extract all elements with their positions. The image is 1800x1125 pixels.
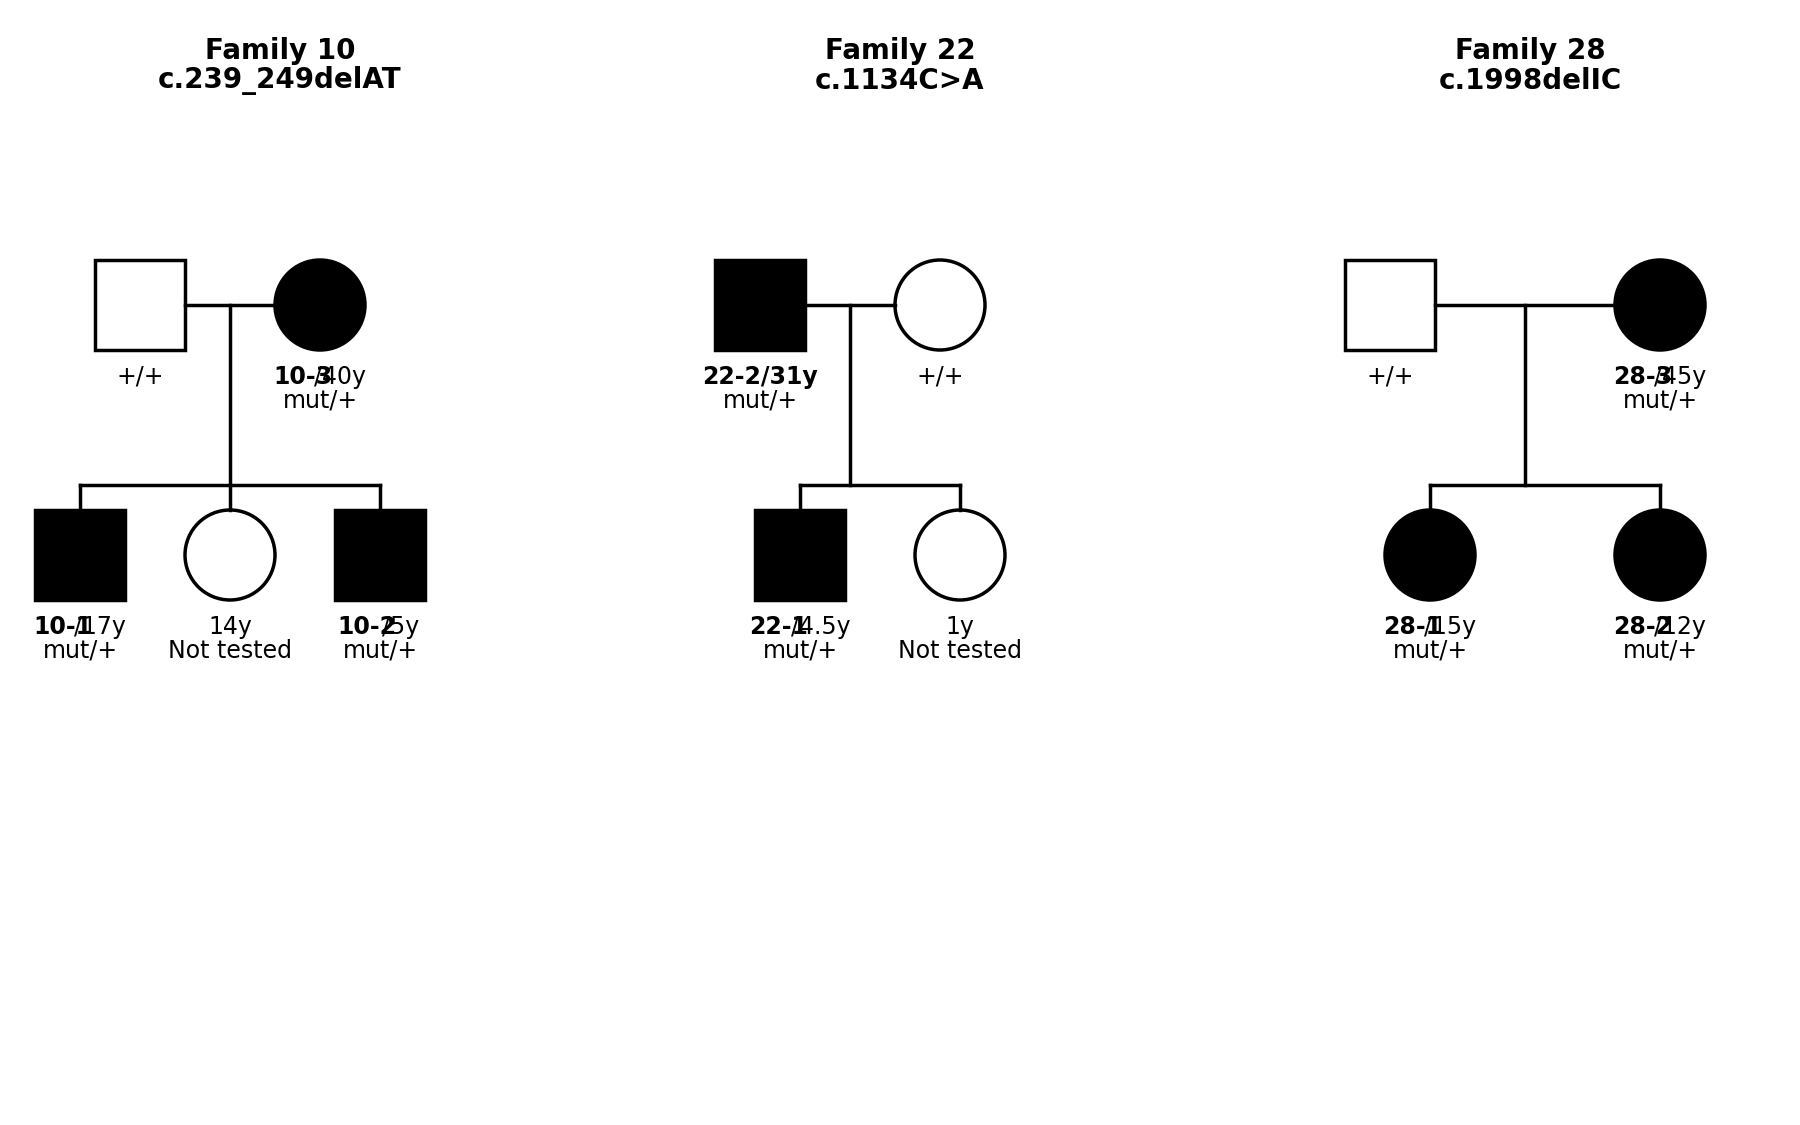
Text: /12y: /12y <box>1654 615 1706 639</box>
Text: Not tested: Not tested <box>898 639 1022 663</box>
Text: Family 22: Family 22 <box>824 37 976 65</box>
Text: +/+: +/+ <box>916 364 963 389</box>
Text: /40y: /40y <box>315 364 367 389</box>
Text: 10-3: 10-3 <box>274 364 333 389</box>
Text: /5y: /5y <box>382 615 419 639</box>
Circle shape <box>1615 260 1705 350</box>
Text: mut/+: mut/+ <box>722 389 797 413</box>
Circle shape <box>914 510 1004 600</box>
Text: 28-3: 28-3 <box>1613 364 1672 389</box>
Text: Family 10: Family 10 <box>205 37 355 65</box>
Text: 28-2: 28-2 <box>1613 615 1672 639</box>
Text: 28-1: 28-1 <box>1384 615 1442 639</box>
Bar <box>754 510 844 600</box>
Text: 22-2/31y: 22-2/31y <box>702 364 817 389</box>
Text: +/+: +/+ <box>1366 364 1413 389</box>
Text: Family 28: Family 28 <box>1454 37 1606 65</box>
Text: 14y: 14y <box>209 615 252 639</box>
Text: mut/+: mut/+ <box>283 389 358 413</box>
Circle shape <box>275 260 365 350</box>
Text: /15y: /15y <box>1424 615 1476 639</box>
Text: 10-1: 10-1 <box>34 615 92 639</box>
Text: Not tested: Not tested <box>167 639 292 663</box>
Text: 22-1: 22-1 <box>749 615 808 639</box>
Bar <box>95 260 185 350</box>
Text: +/+: +/+ <box>117 364 164 389</box>
Bar <box>335 510 425 600</box>
Bar <box>1345 260 1435 350</box>
Text: c.1134C>A: c.1134C>A <box>815 68 985 94</box>
Text: 1y: 1y <box>945 615 974 639</box>
Text: c.1998delIC: c.1998delIC <box>1438 68 1622 94</box>
Circle shape <box>895 260 985 350</box>
Text: mut/+: mut/+ <box>763 639 837 663</box>
Circle shape <box>1384 510 1474 600</box>
Text: /45y: /45y <box>1654 364 1706 389</box>
Text: mut/+: mut/+ <box>342 639 418 663</box>
Text: /17y: /17y <box>74 615 126 639</box>
Text: /4.5y: /4.5y <box>790 615 850 639</box>
Circle shape <box>185 510 275 600</box>
Text: mut/+: mut/+ <box>1622 639 1697 663</box>
Text: mut/+: mut/+ <box>1393 639 1467 663</box>
Bar <box>34 510 124 600</box>
Text: mut/+: mut/+ <box>1622 389 1697 413</box>
Text: mut/+: mut/+ <box>43 639 117 663</box>
Circle shape <box>1615 510 1705 600</box>
Bar <box>715 260 805 350</box>
Text: 10-2: 10-2 <box>338 615 396 639</box>
Text: c.239_249delAT: c.239_249delAT <box>158 66 401 95</box>
